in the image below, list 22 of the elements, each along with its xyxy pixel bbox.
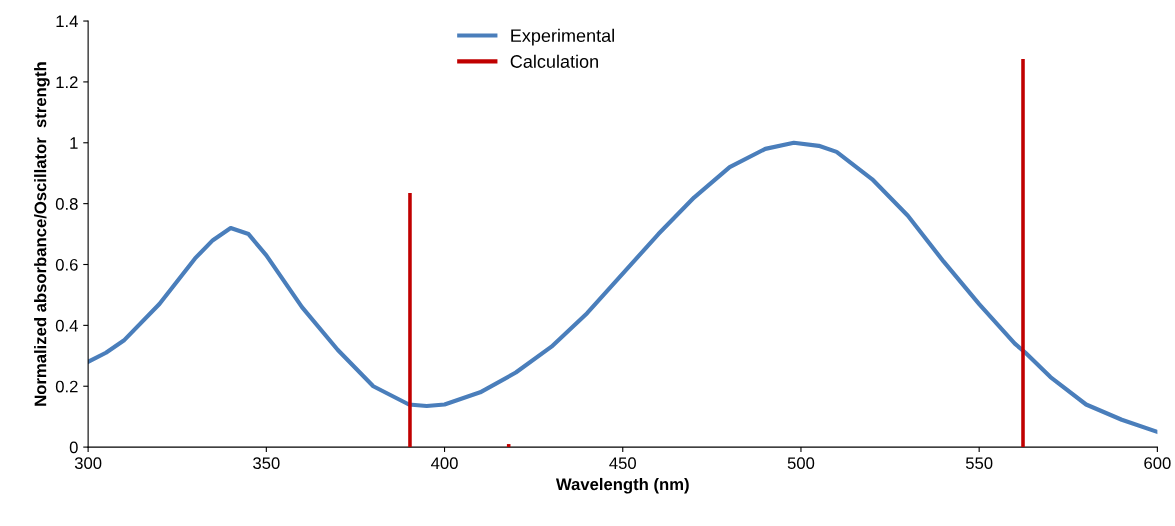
x-tick-label: 500	[787, 457, 815, 470]
y-tick-label: 0.8	[55, 198, 78, 210]
x-tick-label: 300	[74, 457, 102, 470]
y-tick-label: 1	[70, 137, 78, 149]
y-tick-label: 0.4	[55, 319, 78, 332]
y-tick-label: 1.2	[56, 76, 78, 88]
line-series	[88, 140, 1158, 434]
x-axis-title: Wavelength (nm)	[555, 477, 689, 494]
bar	[1021, 59, 1025, 448]
bar	[408, 192, 412, 448]
y-tick-label: 1.4	[56, 15, 78, 28]
y-tick-label: 0.2	[55, 380, 78, 393]
x-tick-label: 600	[1144, 457, 1171, 470]
y-tick-label: 0	[69, 441, 78, 454]
x-tick-label: 450	[609, 457, 636, 470]
x-tick-label: 550	[965, 457, 993, 470]
legend-label: Calculation	[510, 54, 598, 68]
y-axis-title: Normalized absorbance/Oscillator strength	[34, 62, 50, 406]
x-tick-label: 350	[253, 457, 280, 470]
y-tick-label: 0.6	[55, 258, 78, 271]
x-tick-label: 400	[431, 457, 458, 470]
legend-label: Experimental	[511, 28, 614, 46]
